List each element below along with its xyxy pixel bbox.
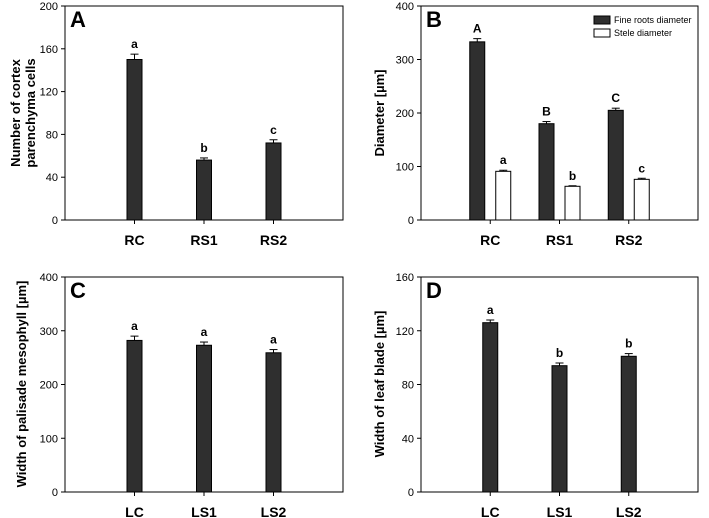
category-label-c: LC xyxy=(125,504,144,518)
significance-label-a: b xyxy=(200,141,207,155)
significance-label-b: a xyxy=(500,153,507,167)
bar-b xyxy=(564,185,581,221)
panel-d: 0 40 80 120 160 LC a LS1 b LS2 b D Width of leaf bla… xyxy=(372,272,699,518)
y-tick-label-a: 120 xyxy=(40,87,58,99)
y-axis-label-line-c: Width of palisade mesophyll [µm] xyxy=(14,281,29,488)
category-label-d: LS2 xyxy=(616,504,642,518)
y-axis-label-line-d: Width of leaf blade [µm] xyxy=(372,311,387,458)
y-tick-label-c: 400 xyxy=(40,272,58,284)
y-tick-label-a: 160 xyxy=(40,44,58,56)
category-label-a: RC xyxy=(124,232,144,248)
category-label-c: LS2 xyxy=(261,504,287,518)
bar-a xyxy=(265,142,282,221)
significance-label-c: a xyxy=(201,325,208,339)
bar-c xyxy=(196,344,212,493)
bar-a xyxy=(196,159,212,221)
y-tick-label-d: 120 xyxy=(396,326,414,338)
y-axis-label-c: Width of palisade mesophyll [µm] xyxy=(14,281,29,488)
y-tick-label-a: 80 xyxy=(46,129,58,141)
category-label-b: RS2 xyxy=(615,232,642,248)
significance-label-d: a xyxy=(487,303,494,317)
y-tick-label-c: 0 xyxy=(52,487,58,499)
y-tick-label-c: 100 xyxy=(40,433,58,445)
y-axis-label-line-b: Diameter [µm] xyxy=(372,70,387,157)
y-axis-label-line-a: parenchyma cells xyxy=(23,58,38,167)
significance-label-d: b xyxy=(556,346,563,360)
legend-label-b: Fine roots diameter xyxy=(614,15,692,25)
y-tick-label-c: 300 xyxy=(40,326,58,338)
y-axis-label-line-a: Number of cortex xyxy=(8,58,23,166)
bar-c xyxy=(265,352,282,493)
y-tick-label-a: 40 xyxy=(46,172,58,184)
significance-label-b: b xyxy=(569,169,576,183)
category-label-a: RS2 xyxy=(260,232,287,248)
y-tick-label-d: 160 xyxy=(396,272,414,284)
bar-b xyxy=(538,123,555,221)
y-tick-label-d: 0 xyxy=(408,487,414,499)
y-axis-label-a: Number of cortexparenchyma cells xyxy=(8,58,38,167)
significance-label-b: B xyxy=(542,105,551,119)
bar-b xyxy=(495,170,512,221)
panel-a: 0 40 80 120 160 200 RC a RS1 b RS2 c A Number of cort… xyxy=(8,1,344,248)
significance-label-b: c xyxy=(638,161,645,175)
panel-c: 0 100 200 300 400 LC a LS1 a LS2 a C Width of palisa… xyxy=(14,272,344,518)
legend-label-b: Stele diameter xyxy=(614,28,672,38)
significance-label-d: b xyxy=(625,337,632,351)
plot-frame-b xyxy=(420,5,699,221)
bar-d xyxy=(482,322,499,493)
y-tick-label-d: 40 xyxy=(402,433,414,445)
significance-label-b: C xyxy=(611,91,620,105)
y-tick-label-b: 200 xyxy=(396,108,414,120)
significance-label-c: a xyxy=(131,319,138,333)
bar-b xyxy=(607,109,624,221)
panel-letter-c: C xyxy=(70,278,86,303)
bar-b xyxy=(633,178,650,221)
y-tick-label-a: 200 xyxy=(40,1,58,13)
category-label-b: RS1 xyxy=(546,232,573,248)
y-tick-label-a: 0 xyxy=(52,215,58,227)
y-tick-label-b: 100 xyxy=(396,162,414,174)
panel-letter-d: D xyxy=(426,278,442,303)
legend-swatch-b xyxy=(593,28,611,38)
y-tick-label-b: 300 xyxy=(396,55,414,67)
bar-a xyxy=(126,59,143,221)
y-tick-label-b: 400 xyxy=(396,1,414,13)
bar-d xyxy=(620,355,637,493)
significance-label-b: A xyxy=(473,22,482,36)
significance-label-c: a xyxy=(270,333,277,347)
bar-d xyxy=(551,365,568,493)
category-label-b: RC xyxy=(480,232,500,248)
panel-letter-b: B xyxy=(426,7,442,32)
y-tick-label-d: 80 xyxy=(402,380,414,392)
category-label-d: LS1 xyxy=(547,504,573,518)
category-label-d: LC xyxy=(481,504,500,518)
y-axis-label-d: Width of leaf blade [µm] xyxy=(372,311,387,458)
y-axis-label-b: Diameter [µm] xyxy=(372,70,387,157)
bar-c xyxy=(126,339,143,493)
panel-b: 0 100 200 300 400 RC Aa RS1 Bb RS2 Cc B Diameter [µm… xyxy=(372,1,699,248)
y-tick-label-b: 0 xyxy=(408,215,414,227)
panel-letter-a: A xyxy=(70,7,86,32)
significance-label-a: c xyxy=(270,123,277,137)
bar-b xyxy=(469,41,486,221)
significance-label-a: a xyxy=(131,37,138,51)
category-label-c: LS1 xyxy=(191,504,217,518)
category-label-a: RS1 xyxy=(190,232,217,248)
y-tick-label-c: 200 xyxy=(40,380,58,392)
legend-swatch-b xyxy=(593,15,611,25)
